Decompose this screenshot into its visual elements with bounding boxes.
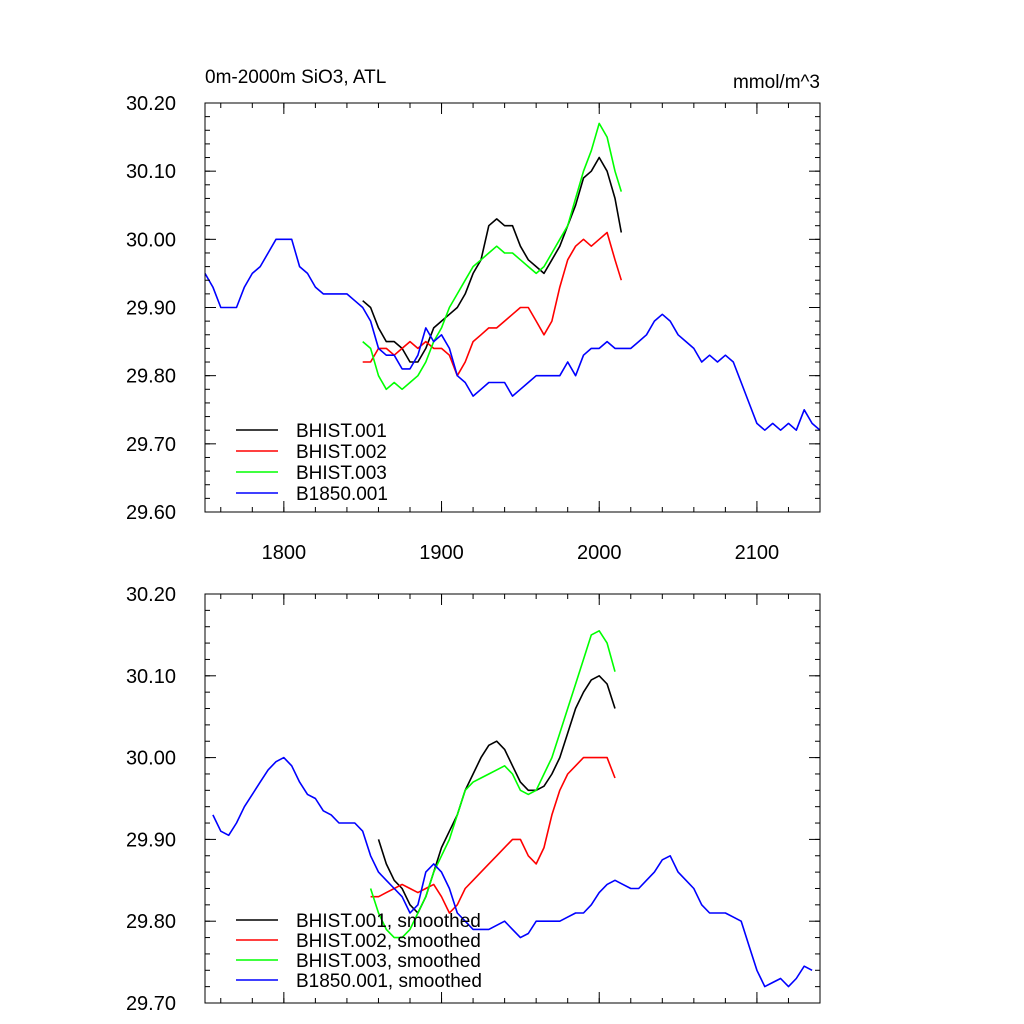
y-tick-label: 30.00 [126,748,176,770]
series-line-1-1 [370,756,616,914]
series-line-0-1 [362,231,623,377]
top-panel-axes: 29.60 29.70 29.80 29.90 30.00 30.10 30.20 1800 1… [126,93,821,564]
y-tick-label: 30.10 [126,666,176,688]
bottom-panel-axes: 29.70 29.80 29.90 30.00 30.10 30.20 [126,584,821,1015]
y-tick-label: 29.70 [126,993,176,1015]
x-tick-label: 1800 [262,542,307,564]
legend-label: B1850.001, smoothed [296,971,482,992]
top-panel: 0m-2000m SiO3, ATL mmol/m^3 29.6029.7029… [126,67,821,564]
y-tick-label: 30.20 [126,93,176,115]
series-line-1-3 [212,756,813,988]
legend-label: BHIST.002 [296,442,387,463]
top-panel-series [205,122,820,432]
x-tick-label: 1900 [419,542,464,564]
series-line-0-3 [205,238,820,432]
legend-label: BHIST.002, smoothed [296,931,481,952]
legend-label: BHIST.001 [296,421,387,442]
series-line-0-0 [362,156,623,363]
bottom-panel: 29.70 29.80 29.90 30.00 30.10 30.20 BHIST.001… [126,584,821,1015]
legend-label: B1850.001 [296,484,388,505]
series-line-1-2 [369,629,616,939]
y-tick-label: 29.80 [126,911,176,933]
x-tick-label: 2000 [577,542,622,564]
plot-frame [204,593,821,1004]
legend-label: BHIST.003 [296,463,387,484]
y-tick-label: 29.60 [126,502,176,524]
y-tick-label: 30.20 [126,584,176,606]
legend-label: BHIST.003, smoothed [296,951,481,972]
y-tick-label: 29.70 [126,434,176,456]
y-tick-label: 29.90 [126,298,176,320]
y-tick-label: 29.90 [126,829,176,851]
x-tick-label: 2100 [735,542,780,564]
top-panel-units: mmol/m^3 [733,72,820,93]
legend-label: BHIST.001, smoothed [296,911,481,932]
top-panel-title: 0m-2000m SiO3, ATL [205,67,386,88]
y-tick-label: 30.10 [126,161,176,183]
series-line-0-2 [362,122,623,391]
y-tick-label: 30.00 [126,229,176,251]
bottom-panel-series [212,629,813,988]
y-tick-label: 29.80 [126,366,176,388]
